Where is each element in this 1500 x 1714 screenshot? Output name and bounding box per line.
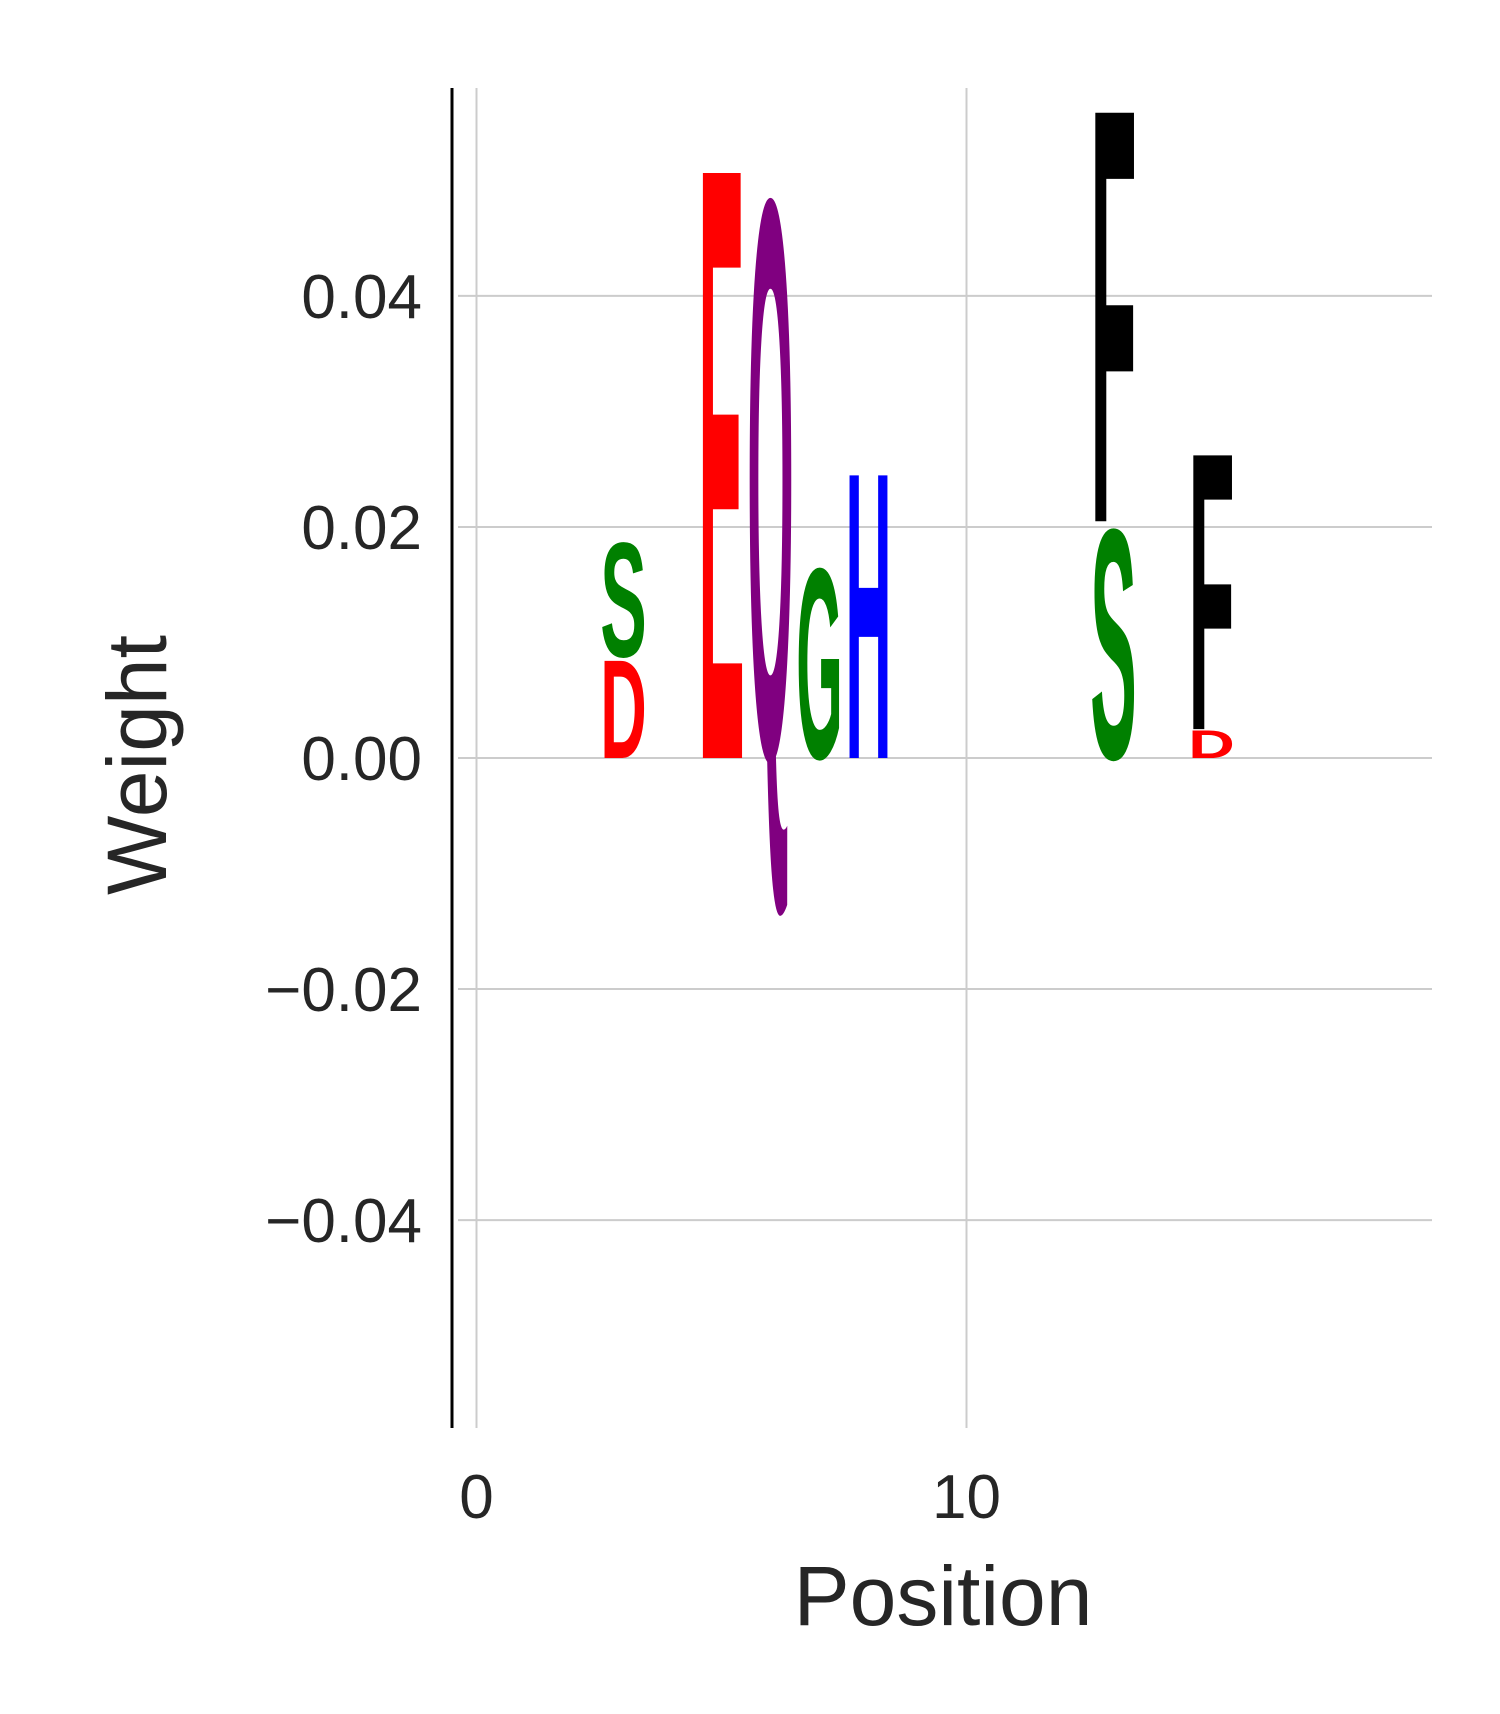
y-axis-title: Weight <box>90 635 184 895</box>
y-tick-label: −0.04 <box>265 1187 422 1256</box>
logo-letter-d-pos-3: D <box>600 632 647 789</box>
x-tick-labels: 0 10 <box>459 1463 1001 1532</box>
logo-letter-s-pos-3: S <box>600 508 647 691</box>
y-tick-label: 0.04 <box>301 263 422 332</box>
logo-letter-s-pos-13: S <box>1090 462 1137 829</box>
y-tick-label: −0.02 <box>265 956 422 1025</box>
x-tick-label: 10 <box>932 1463 1001 1532</box>
logo-letter-q-pos-6: Q <box>747 32 794 929</box>
logo-letter-g-pos-7: G <box>796 511 843 816</box>
x-axis-title: Position <box>794 1549 1093 1643</box>
logo-letter-f-pos-13: F <box>1090 0 1137 647</box>
logo-letter-e-pos-5: E <box>698 0 745 938</box>
y-tick-labels: −0.04 −0.02 0.00 0.02 0.04 <box>265 263 422 1256</box>
grid-layer <box>458 88 1432 1428</box>
y-tick-label: 0.02 <box>301 494 422 563</box>
logo-letter-d-pos-15: D <box>1188 722 1235 767</box>
y-tick-label: 0.00 <box>301 725 422 794</box>
logo-letter-h-pos-8: H <box>845 388 892 846</box>
logo-letter-f-pos-15: F <box>1188 369 1235 813</box>
x-tick-label: 0 <box>459 1463 493 1532</box>
